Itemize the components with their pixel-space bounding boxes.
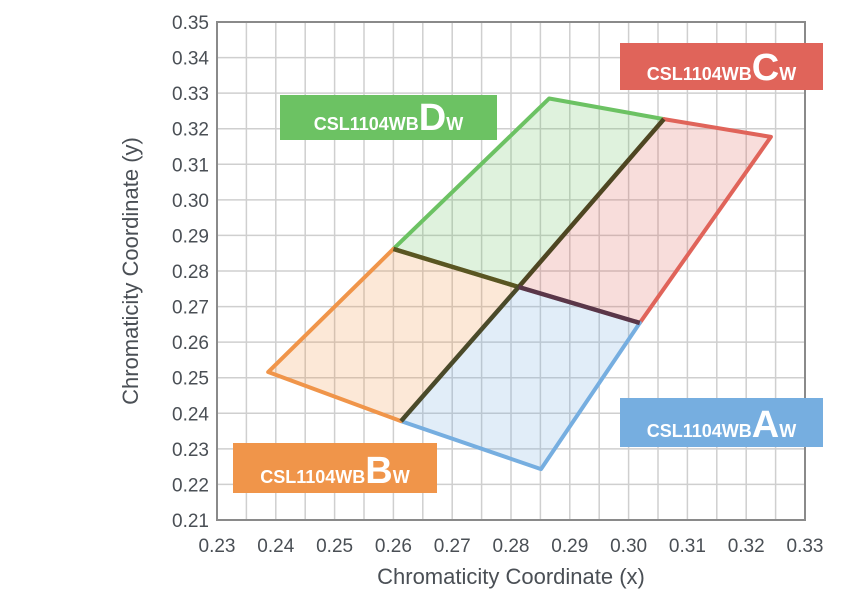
legend-box [620, 398, 823, 447]
region-boundary [518, 284, 641, 326]
y-tick-label: 0.29 [172, 226, 209, 247]
legend-box [620, 43, 823, 90]
y-tick-label: 0.27 [172, 298, 209, 319]
y-tick-label: 0.35 [172, 13, 209, 34]
legend-prefix: CSL1104WB [647, 421, 752, 441]
x-tick-label: 0.33 [787, 536, 824, 557]
legend-box [280, 95, 497, 140]
x-tick-label: 0.29 [551, 536, 588, 557]
legend-label: CSL1104WBCW [620, 43, 823, 90]
legend-suffix: W [779, 64, 796, 84]
y-tick-label: 0.26 [172, 333, 209, 354]
legend-prefix: CSL1104WB [260, 467, 365, 487]
legend-letter: D [419, 97, 446, 139]
y-tick-label: 0.23 [172, 440, 209, 461]
y-tick-label: 0.34 [172, 49, 209, 70]
x-tick-label: 0.24 [257, 536, 294, 557]
x-tick-label: 0.25 [316, 536, 353, 557]
legend-suffix: W [393, 467, 410, 487]
x-tick-label: 0.28 [493, 536, 530, 557]
y-axis-title: Chromaticity Coordinate (y) [118, 137, 143, 405]
legend-label: CSL1104WBBW [233, 443, 437, 493]
legend-prefix: CSL1104WB [647, 64, 752, 84]
y-tick-label: 0.32 [172, 120, 209, 141]
legend-letter: C [752, 47, 779, 89]
legend-text: CSL1104WBCW [647, 47, 797, 89]
legend-suffix: W [779, 421, 796, 441]
legend-label: CSL1104WBDW [280, 95, 497, 140]
legend-letter: B [365, 450, 392, 492]
x-tick-label: 0.26 [375, 536, 412, 557]
legend-letter: A [752, 404, 779, 446]
x-tick-label: 0.31 [669, 536, 706, 557]
legend-prefix: CSL1104WB [314, 114, 419, 134]
x-tick-label: 0.30 [610, 536, 647, 557]
x-tick-label: 0.32 [728, 536, 765, 557]
legend-text: CSL1104WBBW [260, 450, 410, 492]
region-boundary [392, 246, 520, 290]
legend-label: CSL1104WBAW [620, 398, 823, 447]
legend-suffix: W [446, 114, 463, 134]
legend-text: CSL1104WBAW [647, 404, 797, 446]
region-boundary [516, 117, 666, 289]
y-tick-label: 0.21 [172, 511, 209, 532]
plot-frame [216, 21, 806, 521]
y-tick-label: 0.25 [172, 369, 209, 390]
x-tick-label: 0.23 [199, 536, 236, 557]
y-tick-label: 0.30 [172, 191, 209, 212]
y-tick-label: 0.24 [172, 404, 209, 425]
x-axis-title: Chromaticity Coordinate (x) [377, 564, 645, 589]
region-boundary [399, 285, 521, 423]
y-tick-label: 0.33 [172, 84, 209, 105]
legend-box [233, 443, 437, 493]
y-tick-label: 0.31 [172, 155, 209, 176]
legend-text: CSL1104WBDW [314, 97, 464, 139]
y-tick-label: 0.22 [172, 475, 209, 496]
y-tick-label: 0.28 [172, 262, 209, 283]
x-tick-label: 0.27 [434, 536, 471, 557]
